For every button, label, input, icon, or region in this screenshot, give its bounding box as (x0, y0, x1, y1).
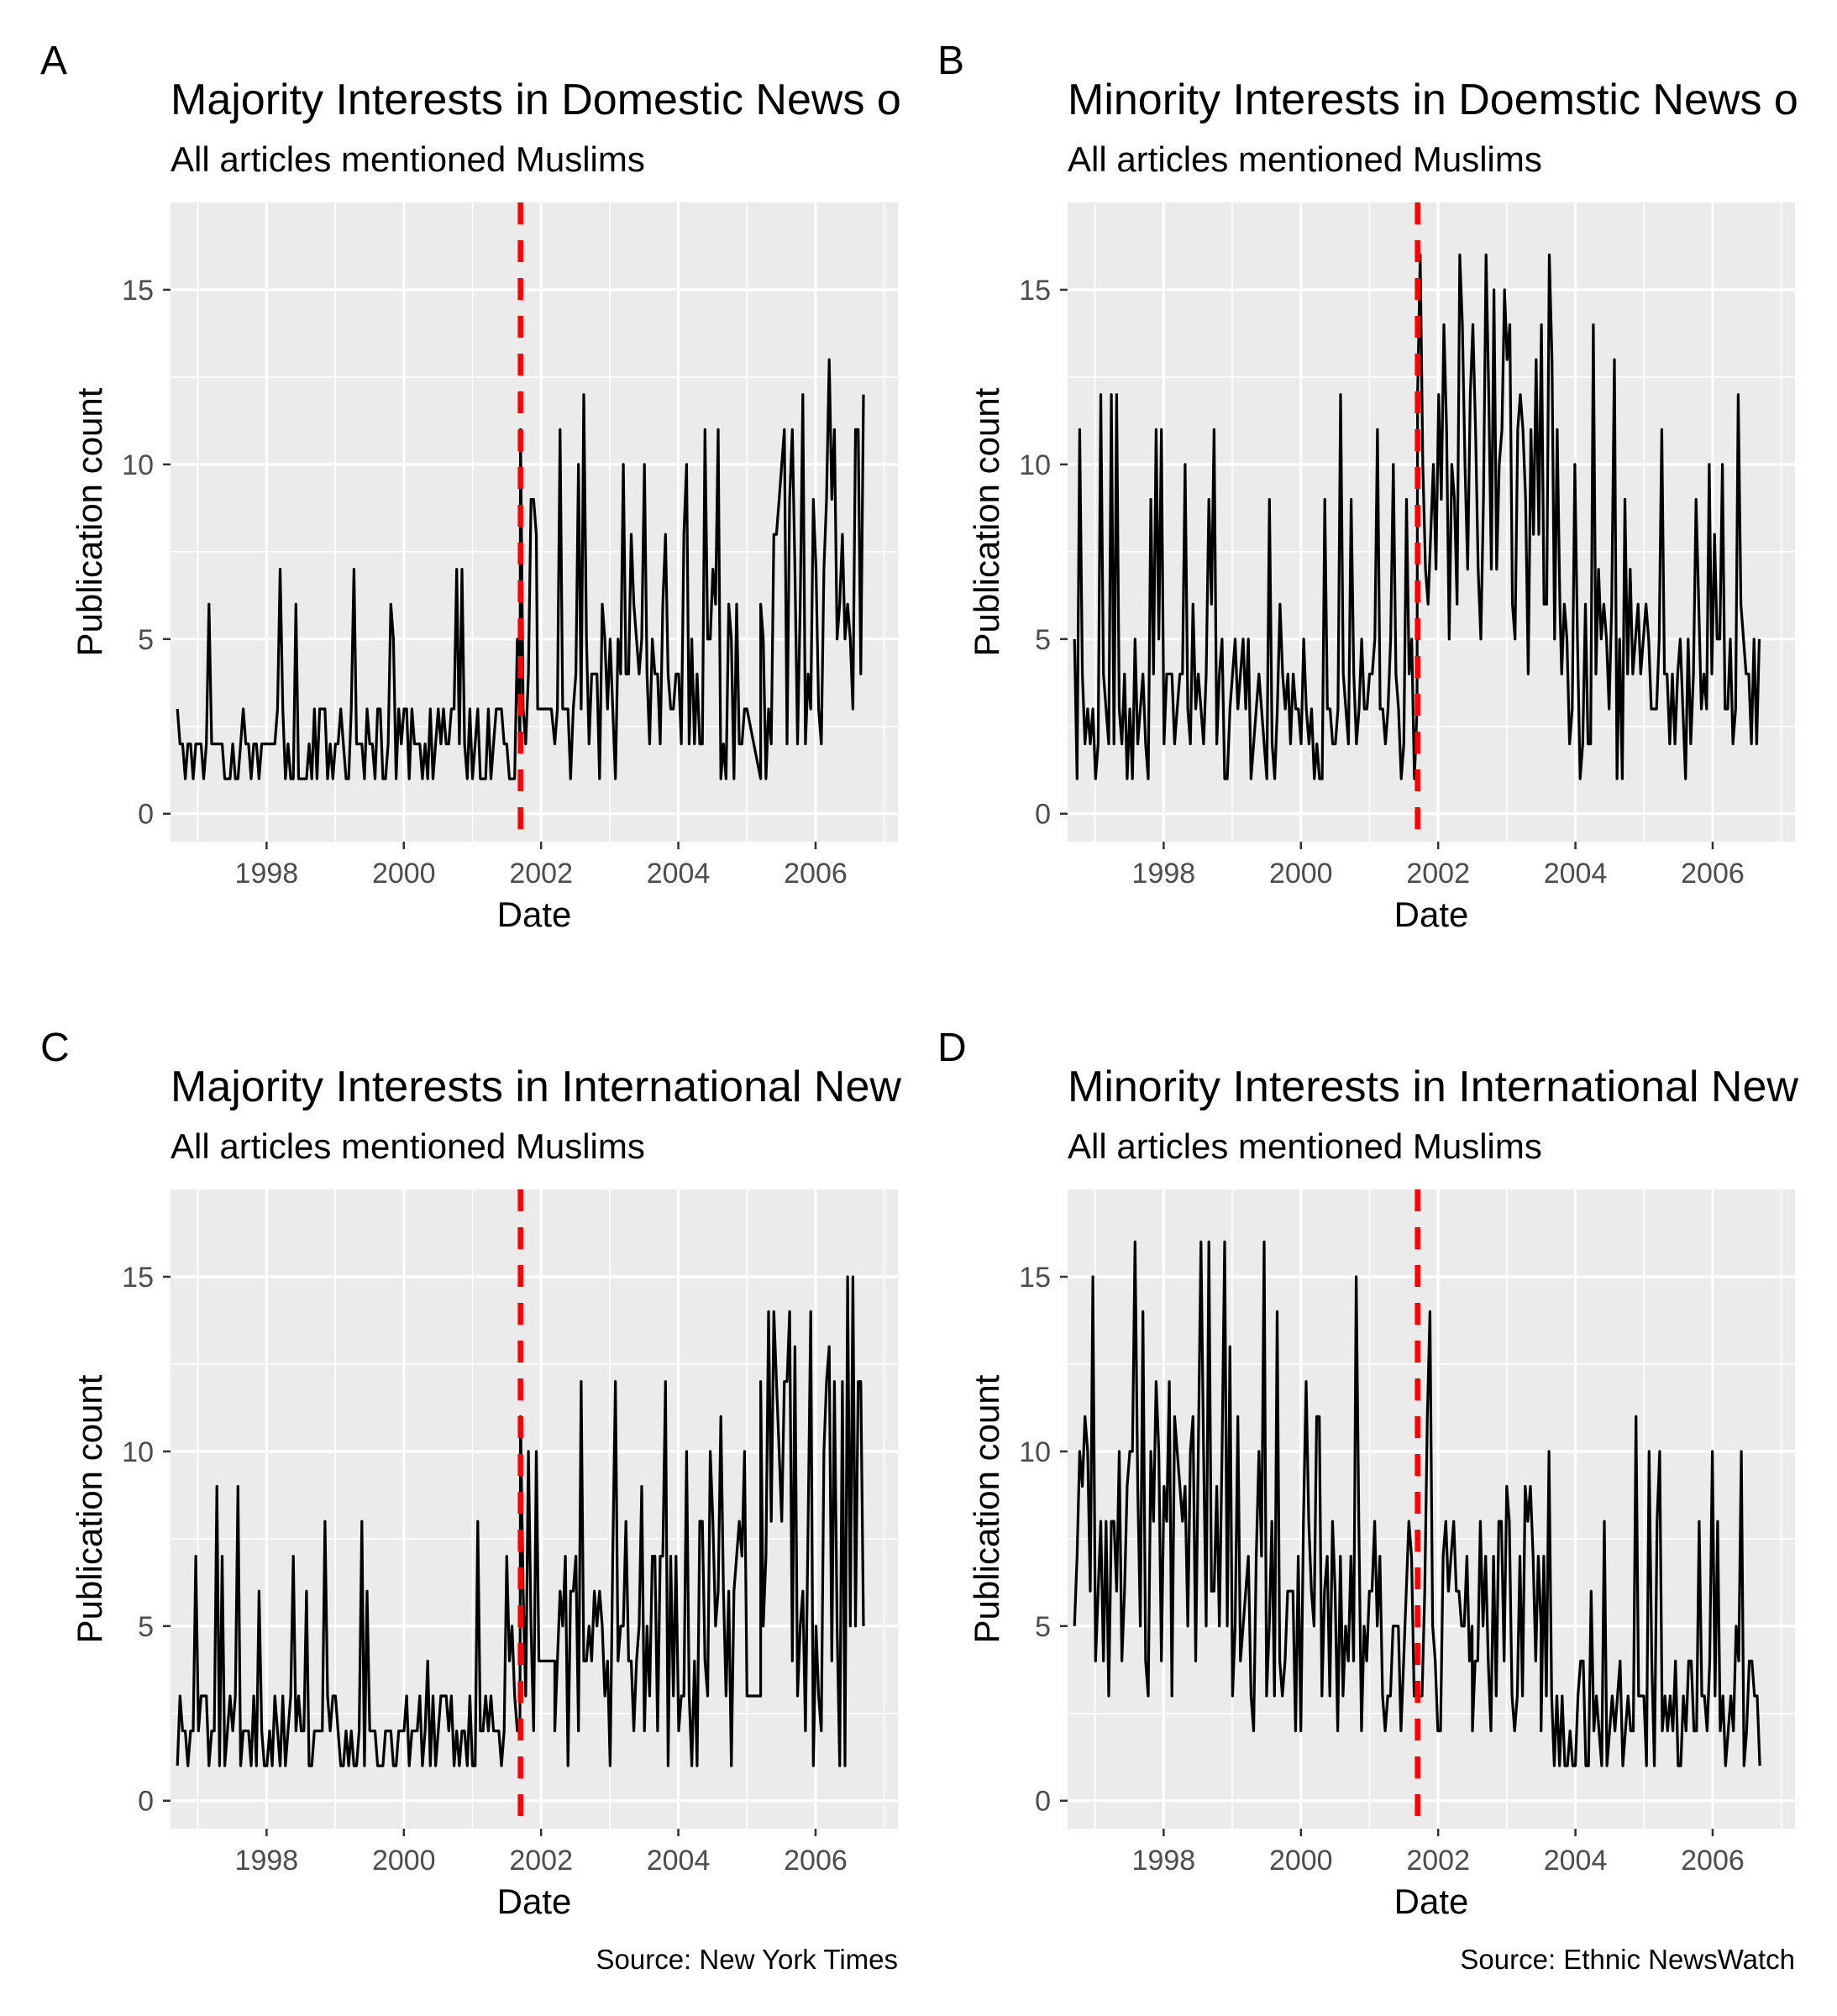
x-tick-label: 2004 (1544, 1845, 1608, 1877)
x-tick-label: 2006 (784, 1845, 848, 1877)
y-axis-title: Publication count (967, 387, 1006, 656)
chart-title: Minority Interests in International New (1068, 1063, 1798, 1111)
x-tick-label: 1998 (1132, 858, 1196, 890)
x-tick-label: 2000 (372, 858, 436, 890)
x-axis-title: Date (497, 895, 572, 934)
plot-background (171, 1189, 898, 1829)
y-tick-label: 0 (1035, 1786, 1051, 1818)
panel-b: B Minority Interests in Doemstic News o Al… (937, 39, 1798, 934)
x-tick-label: 2006 (784, 858, 848, 890)
chart-subtitle: All articles mentioned Muslims (1068, 1126, 1542, 1166)
y-tick-label: 15 (122, 1262, 154, 1294)
caption-left: Source: New York Times (596, 1944, 899, 1975)
caption-right: Source: Ethnic NewsWatch (1460, 1944, 1795, 1975)
x-tick-label: 2004 (647, 858, 711, 890)
x-tick-label: 1998 (235, 858, 299, 890)
chart-title: Majority Interests in International New (171, 1063, 901, 1111)
chart-title: Majority Interests in Domestic News o (171, 76, 901, 124)
x-tick-label: 2000 (372, 1845, 436, 1877)
y-tick-label: 5 (1035, 624, 1051, 656)
panel-a: A Majority Interests in Domestic News o Al… (40, 39, 901, 934)
chart-subtitle: All articles mentioned Muslims (171, 139, 645, 179)
chart-subtitle: All articles mentioned Muslims (171, 1126, 645, 1166)
y-tick-label: 0 (138, 1786, 154, 1818)
y-axis-title: Publication count (70, 387, 109, 656)
x-tick-label: 2004 (647, 1845, 711, 1877)
y-tick-label: 10 (122, 449, 154, 481)
panel-c: C Majority Interests in International New… (40, 1026, 901, 1921)
y-tick-label: 5 (1035, 1611, 1051, 1643)
series-line (176, 1275, 865, 1767)
x-tick-label: 2004 (1544, 858, 1608, 890)
x-axis-title: Date (1394, 1882, 1469, 1921)
y-tick-label: 5 (138, 624, 154, 656)
x-tick-label: 2000 (1269, 858, 1333, 890)
y-tick-label: 0 (138, 799, 154, 831)
chart-title: Minority Interests in Doemstic News o (1068, 76, 1798, 124)
x-tick-label: 1998 (1132, 1845, 1196, 1877)
y-tick-label: 10 (1019, 449, 1051, 481)
y-tick-label: 0 (1035, 799, 1051, 831)
panel-letter: C (40, 1026, 70, 1070)
x-tick-label: 2002 (1406, 1845, 1470, 1877)
panel-letter: B (937, 39, 964, 83)
x-axis-title: Date (497, 1882, 572, 1921)
x-tick-label: 2006 (1681, 858, 1745, 890)
y-tick-label: 15 (122, 275, 154, 307)
y-tick-label: 10 (1019, 1436, 1051, 1468)
series-line (176, 358, 865, 780)
x-tick-label: 2006 (1681, 1845, 1745, 1877)
y-tick-label: 10 (122, 1436, 154, 1468)
x-axis-title: Date (1394, 895, 1469, 934)
panel-letter: A (40, 39, 67, 83)
y-axis-title: Publication count (967, 1374, 1006, 1643)
chart-subtitle: All articles mentioned Muslims (1068, 139, 1542, 179)
x-tick-label: 1998 (235, 1845, 299, 1877)
x-tick-label: 2002 (509, 858, 573, 890)
y-axis-title: Publication count (70, 1374, 109, 1643)
x-tick-label: 2002 (509, 1845, 573, 1877)
panel-d: D Minority Interests in International New… (937, 1026, 1798, 1921)
y-tick-label: 15 (1019, 1262, 1051, 1294)
x-tick-label: 2000 (1269, 1845, 1333, 1877)
y-tick-label: 5 (138, 1611, 154, 1643)
y-tick-label: 15 (1019, 275, 1051, 307)
panel-letter: D (937, 1026, 967, 1070)
x-tick-label: 2002 (1406, 858, 1470, 890)
